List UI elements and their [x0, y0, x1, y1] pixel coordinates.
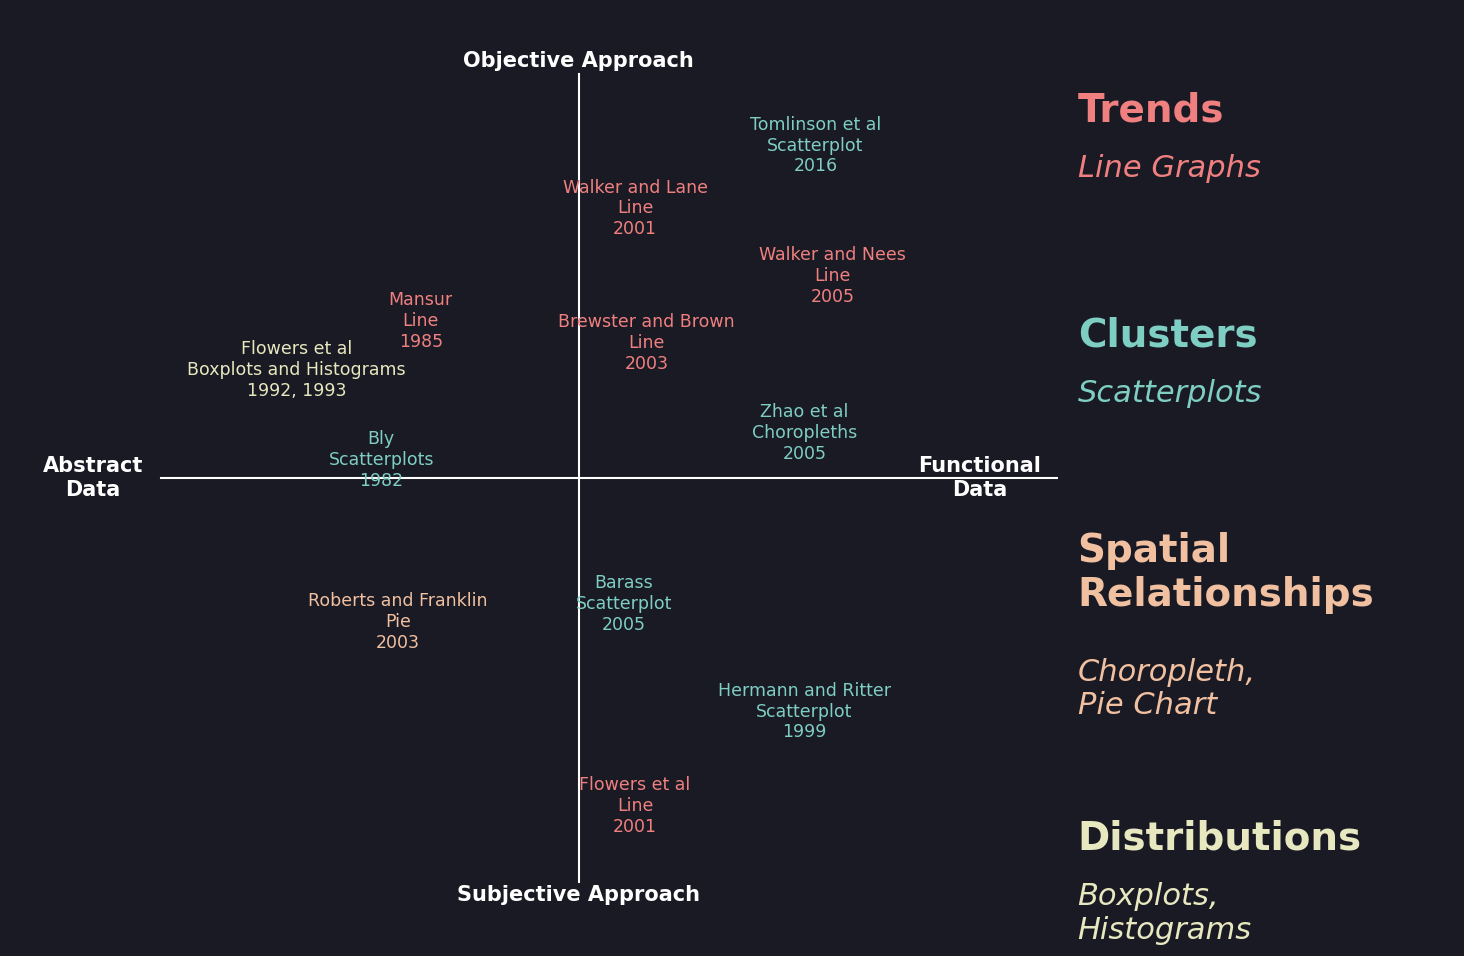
Text: Abstract
Data: Abstract Data — [42, 456, 143, 500]
Text: Tomlinson et al
Scatterplot
2016: Tomlinson et al Scatterplot 2016 — [750, 116, 881, 175]
Text: Barass
Scatterplot
2005: Barass Scatterplot 2005 — [575, 574, 672, 634]
Text: Trends: Trends — [1078, 92, 1224, 130]
Text: Mansur
Line
1985: Mansur Line 1985 — [388, 291, 452, 351]
Text: Line Graphs: Line Graphs — [1078, 155, 1261, 184]
Text: Clusters: Clusters — [1078, 316, 1258, 355]
Text: Zhao et al
Choropleths
2005: Zhao et al Choropleths 2005 — [751, 403, 856, 463]
Text: Walker and Lane
Line
2001: Walker and Lane Line 2001 — [562, 179, 707, 238]
Text: Spatial
Relationships: Spatial Relationships — [1078, 532, 1375, 614]
Text: Choropleth,
Pie Chart: Choropleth, Pie Chart — [1078, 658, 1256, 720]
Text: Boxplots,
Histograms: Boxplots, Histograms — [1078, 882, 1252, 945]
Text: Flowers et al
Line
2001: Flowers et al Line 2001 — [580, 776, 691, 836]
Text: Walker and Nees
Line
2005: Walker and Nees Line 2005 — [758, 246, 906, 306]
Text: Hermann and Ritter
Scatterplot
1999: Hermann and Ritter Scatterplot 1999 — [717, 682, 890, 742]
Text: Roberts and Franklin
Pie
2003: Roberts and Franklin Pie 2003 — [309, 592, 488, 652]
Text: Objective Approach: Objective Approach — [463, 52, 694, 71]
Text: Scatterplots: Scatterplots — [1078, 380, 1262, 408]
Text: Distributions: Distributions — [1078, 819, 1362, 858]
Text: Subjective Approach: Subjective Approach — [457, 885, 700, 904]
Text: Brewster and Brown
Line
2003: Brewster and Brown Line 2003 — [558, 314, 735, 373]
Text: Bly
Scatterplots
1982: Bly Scatterplots 1982 — [328, 430, 433, 489]
Text: Functional
Data: Functional Data — [918, 456, 1041, 500]
Text: Flowers et al
Boxplots and Histograms
1992, 1993: Flowers et al Boxplots and Histograms 19… — [187, 340, 406, 400]
